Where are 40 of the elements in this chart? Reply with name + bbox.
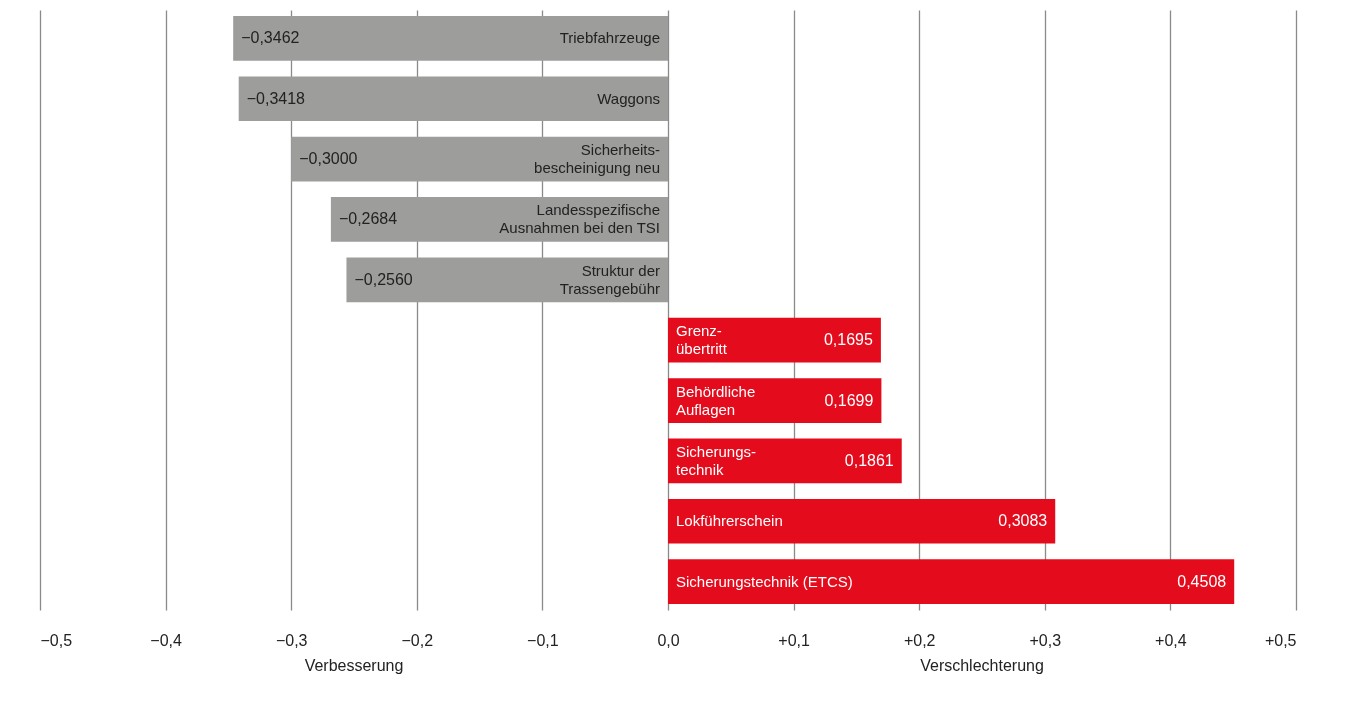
data-label: −0,3462 xyxy=(241,29,300,47)
x-tick-label: +0,4 xyxy=(1155,631,1187,649)
x-tick-label: −0,5 xyxy=(40,631,73,649)
data-label: 0,1695 xyxy=(823,331,873,349)
x-tick-label: −0,1 xyxy=(527,631,559,649)
data-label: −0,3418 xyxy=(246,89,306,107)
y-tick-label: Waggons xyxy=(597,89,660,107)
y-tick-label: Landesspezifische Ausnahmen bei den TSI xyxy=(499,201,660,237)
x-tick-label: +0,5 xyxy=(1264,631,1297,649)
bar xyxy=(291,136,668,182)
data-label: 0,1861 xyxy=(844,451,894,469)
bar xyxy=(668,498,1056,544)
x-tick-label: −0,2 xyxy=(401,631,434,649)
data-label: 0,1699 xyxy=(824,391,874,409)
y-tick-label: Sicherungstechnik (ETCS) xyxy=(676,572,853,590)
data-label: −0,2684 xyxy=(338,210,398,228)
bar xyxy=(346,257,668,303)
x-tick-label: 0,0 xyxy=(657,631,680,649)
bar xyxy=(233,16,668,61)
x-tick-label: −0,3 xyxy=(275,631,308,649)
y-tick-label: Struktur der Trassengebühr xyxy=(559,261,660,297)
x-tick-label: +0,3 xyxy=(1029,631,1062,649)
bar xyxy=(668,317,881,363)
y-tick-label: Sicherheits- bescheinigung neu xyxy=(534,141,660,177)
bar xyxy=(238,76,668,122)
x-tick-label: −0,4 xyxy=(150,631,182,649)
data-label: 0,4508 xyxy=(1177,572,1227,590)
y-tick-label: Sicherungs- technik xyxy=(676,442,757,478)
y-tick-label: Triebfahrzeuge xyxy=(559,29,660,47)
text: Verschlechterung xyxy=(920,657,1044,674)
data-label: 0,3083 xyxy=(998,512,1048,530)
y-tick-label: Lokführerschein xyxy=(676,512,783,530)
x-tick-label: +0,2 xyxy=(903,631,936,649)
data-label: −0,3000 xyxy=(299,150,358,168)
data-label: −0,2560 xyxy=(354,270,413,288)
text: Verbesserung xyxy=(304,657,404,674)
y-tick-label: Grenz- übertritt xyxy=(676,322,728,358)
x-tick-label: +0,1 xyxy=(778,631,810,649)
y-tick-label: Behördliche Auflagen xyxy=(676,382,756,418)
bar xyxy=(668,559,1235,604)
